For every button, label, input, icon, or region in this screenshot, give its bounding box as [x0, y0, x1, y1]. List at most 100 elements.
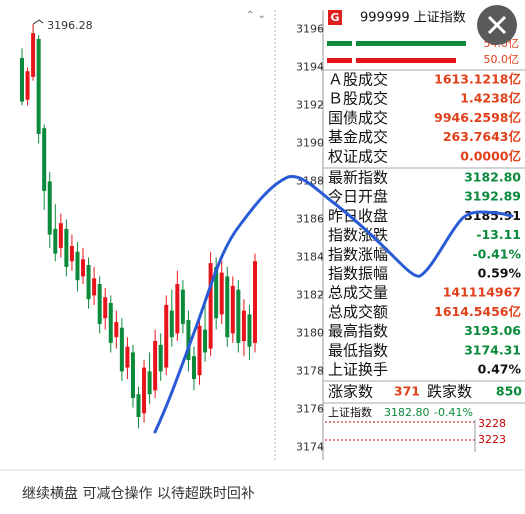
- row-label: 最高指数: [328, 322, 388, 340]
- candle-body: [208, 263, 213, 349]
- row-value: 9946.2598亿: [434, 110, 521, 125]
- row-value: 3174.31: [464, 342, 521, 357]
- y-tick-label: 3180: [296, 326, 324, 339]
- candle-body: [230, 285, 235, 334]
- candle-body: [103, 297, 108, 319]
- candle-body: [47, 181, 52, 235]
- flow-bar: [327, 58, 352, 63]
- candle-body: [92, 278, 97, 296]
- breadth-label: 涨家数: [328, 383, 373, 401]
- flow-bar: [356, 58, 456, 63]
- row-value: 0.47%: [478, 362, 522, 377]
- mini-name: 上证指数: [328, 405, 372, 419]
- candle-body: [142, 367, 147, 414]
- row-value: 141114967: [443, 285, 521, 300]
- candle-body: [81, 259, 86, 277]
- caption: 继续横盘 可减仓操作 以待超跌时回补: [22, 485, 255, 502]
- max-pointer: [32, 19, 44, 25]
- candle-body: [186, 320, 191, 360]
- close-button[interactable]: [477, 5, 517, 45]
- row-label: 上证换手: [328, 361, 388, 379]
- candle-body: [125, 346, 130, 368]
- y-tick-label: 3178: [296, 364, 324, 377]
- candle-body: [53, 228, 58, 254]
- row-label: 总成交额: [328, 303, 388, 321]
- mini-change: -0.41%: [434, 406, 473, 419]
- row-label: 指数涨幅: [328, 245, 388, 263]
- row-label: 昨日收盘: [328, 207, 388, 225]
- candle-body: [114, 322, 119, 338]
- candle-body: [241, 310, 246, 341]
- candle-body: [247, 314, 252, 347]
- breadth-value: 850: [496, 384, 522, 399]
- row-label: 权证成交: [328, 147, 388, 165]
- mini-price: 3182.80: [384, 406, 430, 419]
- candle-body: [69, 246, 74, 262]
- y-tick-label: 3176: [296, 402, 324, 415]
- nav-icons[interactable]: ⌃ ⌄: [246, 10, 266, 21]
- candle-body: [42, 128, 47, 191]
- candle-body: [180, 289, 185, 324]
- row-value: 1.4238亿: [460, 91, 521, 106]
- row-label: 指数振幅: [328, 265, 388, 283]
- candle-body: [164, 304, 169, 368]
- row-label: 总成交量: [328, 284, 388, 302]
- candle-body: [130, 352, 135, 398]
- row-label: 最低指数: [328, 341, 388, 359]
- row-label: 最新指数: [328, 169, 388, 187]
- breadth-label: 跌家数: [427, 383, 472, 401]
- y-tick-label: 3184: [296, 250, 324, 263]
- candle-body: [97, 284, 102, 324]
- candle-body: [225, 276, 230, 338]
- row-value: 1614.5456亿: [434, 304, 521, 319]
- candle-body: [203, 329, 208, 353]
- row-label: 今日开盘: [328, 188, 388, 206]
- candle-body: [253, 261, 257, 343]
- row-label: Ｂ股成交: [328, 90, 388, 108]
- y-tick-label: 3196: [296, 22, 324, 35]
- candle-body: [64, 228, 69, 267]
- candle-body: [36, 38, 41, 134]
- candle-body: [136, 394, 141, 417]
- candle-body: [58, 223, 63, 248]
- y-tick-label: 3188: [296, 174, 324, 187]
- candle-body: [75, 251, 80, 281]
- y-tick-label: 3186: [296, 212, 324, 225]
- mini-tick: 3223: [478, 433, 506, 446]
- max-label: 3196.28: [47, 19, 93, 32]
- row-value: 3185.91: [464, 208, 521, 223]
- candle-body: [25, 71, 30, 100]
- candle-body: [219, 272, 224, 315]
- row-label: 国债成交: [328, 109, 388, 127]
- breadth-value: 371: [394, 384, 420, 399]
- badge: G: [330, 11, 339, 24]
- y-tick-label: 3174: [296, 440, 324, 453]
- y-tick-label: 3190: [296, 136, 324, 149]
- row-label: Ａ股成交: [328, 71, 388, 89]
- candle-body: [147, 371, 152, 395]
- candle-body: [175, 284, 180, 334]
- candle-body: [20, 57, 24, 102]
- row-value: 3192.89: [464, 189, 521, 204]
- candle-body: [197, 325, 202, 376]
- row-label: 基金成交: [328, 128, 388, 146]
- row-value: -0.41%: [472, 246, 521, 261]
- row-value: 0.59%: [478, 266, 522, 281]
- y-tick-label: 3194: [296, 60, 324, 73]
- candle-body: [108, 303, 113, 343]
- candle-body: [191, 356, 196, 379]
- candle-body: [86, 265, 91, 300]
- y-tick-label: 3192: [296, 98, 324, 111]
- row-value: 3182.80: [464, 170, 521, 185]
- candle-body: [158, 344, 163, 372]
- candle-body: [169, 310, 174, 338]
- candle-body: [31, 33, 36, 77]
- flow-bar: [356, 41, 466, 46]
- row-label: 指数涨跌: [328, 226, 388, 244]
- candle-body: [153, 341, 158, 391]
- candle-body: [214, 266, 219, 319]
- flow-value: 50.0亿: [484, 53, 520, 66]
- y-tick-label: 3182: [296, 288, 324, 301]
